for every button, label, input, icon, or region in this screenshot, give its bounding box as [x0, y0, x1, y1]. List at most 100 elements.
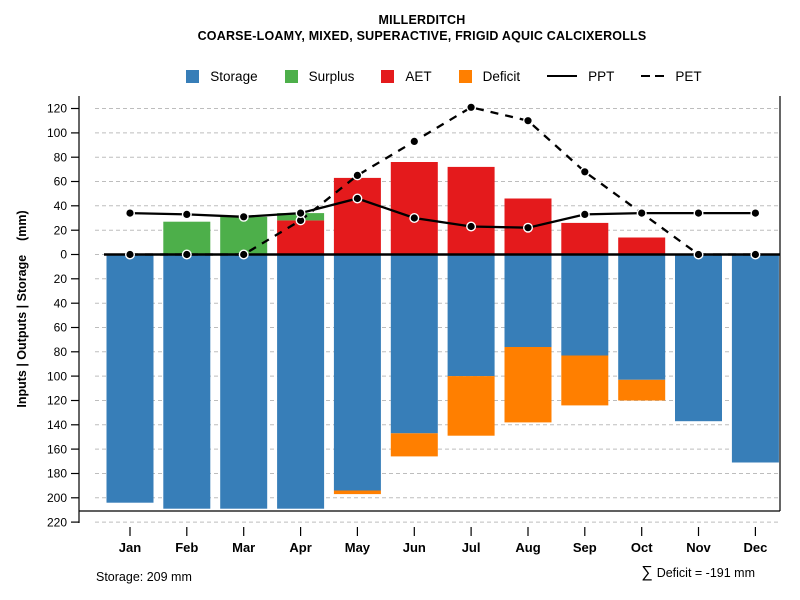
aet-bar-apr — [277, 220, 325, 255]
storage-bar-apr — [277, 254, 325, 509]
y-tick-label: 60 — [54, 321, 68, 335]
legend-item-surplus: Surplus — [284, 68, 355, 84]
y-tick-label: 20 — [54, 223, 68, 237]
deficit-bar-sep — [561, 355, 609, 406]
ppt-solid-line-icon — [547, 75, 578, 77]
chart-title: MILLERDITCH — [378, 13, 466, 27]
y-tick-label: 120 — [47, 102, 67, 116]
legend-item-pet: PET — [641, 69, 702, 84]
ppt-point-dec — [750, 208, 761, 219]
deficit-sum-annotation: ∑ Deficit = -191 mm — [641, 565, 755, 581]
pet-point-may — [352, 170, 363, 181]
month-label-dec: Dec — [743, 540, 767, 555]
storage-bar-dec — [731, 254, 779, 463]
storage-bar-nov — [675, 254, 722, 422]
pet-point-aug — [523, 115, 534, 126]
storage-bar-oct — [618, 254, 666, 380]
chart-legend: Storage Surplus AET Deficit PPT PET — [88, 66, 800, 86]
y-tick-label: 220 — [47, 515, 67, 529]
ppt-point-mar — [238, 211, 249, 222]
month-label-sep: Sep — [573, 540, 597, 555]
y-tick-label: 200 — [47, 491, 67, 505]
ppt-point-jun — [409, 212, 420, 223]
aet-bar-jul — [447, 166, 495, 255]
y-axis-title: Inputs | Outputs | Storage (mm) — [15, 210, 29, 407]
month-label-mar: Mar — [232, 540, 255, 555]
chart-subtitle: COARSE-LOAMY, MIXED, SUPERACTIVE, FRIGID… — [197, 29, 647, 43]
pet-point-dec — [750, 249, 761, 260]
month-label-jul: Jul — [462, 540, 481, 555]
y-tick-label: 80 — [54, 345, 68, 359]
storage-bar-jun — [390, 254, 438, 434]
month-label-apr: Apr — [289, 540, 311, 555]
storage-bar-feb — [163, 254, 211, 509]
legend-label: PPT — [588, 68, 615, 84]
aet-bar-may — [333, 177, 381, 255]
pet-point-jul — [466, 102, 477, 113]
aet-bar-oct — [618, 237, 666, 255]
aet-swatch-icon — [381, 69, 395, 83]
aet-bar-jun — [390, 162, 438, 255]
pet-dashed-line-icon — [641, 74, 665, 78]
pet-point-jan — [124, 249, 135, 260]
y-tick-label: 180 — [47, 467, 67, 481]
pet-point-nov — [693, 249, 704, 260]
ppt-point-oct — [636, 208, 647, 219]
pet-point-feb — [181, 249, 192, 260]
legend-item-deficit: Deficit — [458, 68, 521, 84]
surplus-bar-feb — [163, 221, 211, 255]
ppt-point-sep — [579, 209, 590, 220]
legend-label: AET — [405, 68, 432, 84]
legend-item-ppt: PPT — [547, 69, 614, 84]
ppt-point-jan — [124, 208, 135, 219]
ppt-point-jul — [466, 221, 477, 232]
y-tick-label: 20 — [54, 272, 68, 286]
ppt-point-feb — [181, 209, 192, 220]
ppt-point-may — [352, 193, 363, 204]
legend-item-aet: AET — [381, 68, 432, 84]
y-tick-label: 160 — [47, 442, 67, 456]
y-tick-label: 140 — [47, 418, 67, 432]
pet-point-jun — [409, 136, 420, 147]
deficit-sum-text: Deficit = -191 mm — [656, 566, 755, 580]
legend-label: Storage — [210, 68, 258, 84]
deficit-bar-jul — [447, 376, 495, 436]
ppt-point-apr — [295, 208, 306, 219]
storage-bar-aug — [504, 254, 552, 347]
month-label-aug: Aug — [515, 540, 540, 555]
surplus-bar-mar — [220, 216, 268, 255]
y-tick-label: 40 — [54, 199, 68, 213]
deficit-bar-oct — [618, 379, 666, 401]
y-tick-label: 120 — [47, 394, 67, 408]
deficit-bar-jun — [390, 433, 438, 457]
y-tick-label: 80 — [54, 150, 68, 164]
ppt-point-nov — [693, 208, 704, 219]
storage-bar-jul — [447, 254, 495, 377]
legend-label: Surplus — [308, 68, 355, 84]
month-label-jun: Jun — [403, 540, 426, 555]
y-tick-label: 100 — [47, 369, 67, 383]
legend-item-storage: Storage — [186, 68, 258, 84]
y-tick-label: 0 — [60, 248, 67, 262]
month-label-jan: Jan — [119, 540, 141, 555]
pet-point-sep — [579, 166, 590, 177]
deficit-bar-aug — [504, 347, 552, 423]
y-tick-label: 40 — [54, 296, 68, 310]
ppt-line — [129, 197, 756, 229]
legend-label: Deficit — [482, 68, 521, 84]
deficit-swatch-icon — [458, 69, 472, 83]
aet-bar-sep — [561, 222, 609, 255]
y-tick-label: 60 — [54, 175, 68, 189]
pet-point-mar — [238, 249, 249, 260]
y-tick-label: 100 — [47, 126, 67, 140]
storage-swatch-icon — [186, 69, 200, 83]
storage-bar-jan — [106, 254, 154, 503]
month-label-may: May — [345, 540, 371, 555]
pet-line — [130, 106, 756, 256]
storage-annotation: Storage: 209 mm — [96, 570, 192, 584]
month-label-feb: Feb — [175, 540, 198, 555]
surplus-swatch-icon — [284, 69, 298, 83]
month-label-nov: Nov — [686, 540, 711, 555]
sigma-symbol: ∑ — [641, 564, 653, 581]
